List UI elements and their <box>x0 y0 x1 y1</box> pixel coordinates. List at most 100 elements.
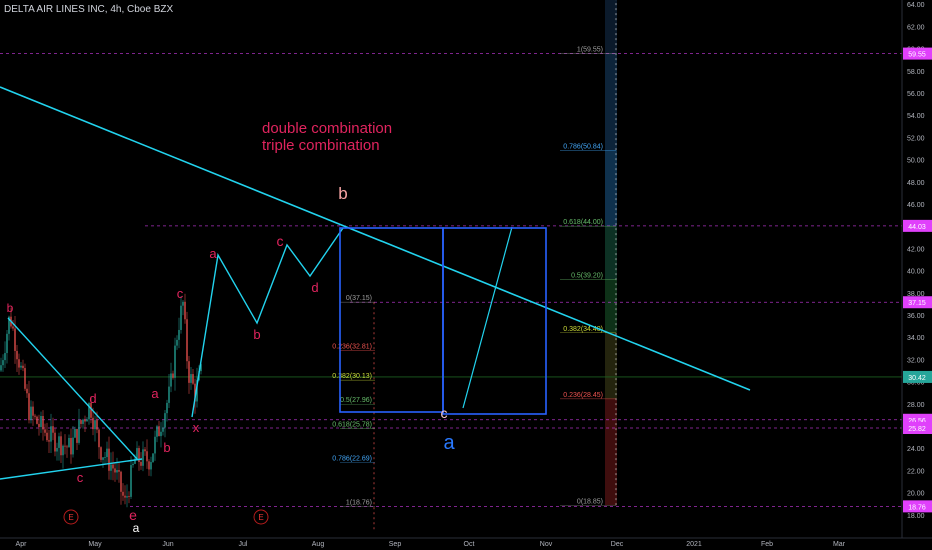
wave-label-9: b <box>253 327 260 342</box>
fib-zone-2 <box>605 150 617 227</box>
event-marker-label: E <box>68 513 73 522</box>
candle-body <box>14 328 16 351</box>
y-tick-label-7: 32.00 <box>907 357 925 364</box>
candle-body <box>90 402 92 418</box>
fib-zone-6 <box>605 398 617 506</box>
wave-label-0: b <box>7 301 14 315</box>
y-tick-label-23: 64.00 <box>907 2 925 9</box>
candle-body <box>28 393 30 421</box>
price-tag-bg-1 <box>903 219 932 232</box>
candle-body <box>102 457 104 460</box>
projection-box-2 <box>442 227 547 415</box>
candle-body <box>16 350 18 360</box>
candle-body <box>180 305 182 330</box>
candle-body <box>110 464 112 471</box>
event-marker-label: E <box>258 513 263 522</box>
wave-label-6: c <box>177 286 184 301</box>
wave-label-13: c <box>441 405 448 421</box>
y-tick-label-9: 36.00 <box>907 313 925 320</box>
candle-body <box>164 413 166 428</box>
fib-zone-4 <box>605 279 617 333</box>
candle-body <box>86 419 88 422</box>
x-tick-label-1: May <box>88 541 102 548</box>
candle-body <box>8 316 10 334</box>
y-tick-label-11: 40.00 <box>907 269 925 276</box>
candle-body <box>124 495 126 498</box>
candle-body <box>156 426 158 437</box>
triangle-upper-line <box>7 317 139 461</box>
candle-body <box>96 420 98 430</box>
fib-mid-label-0: 0(37.15) <box>346 295 372 302</box>
candle-body <box>92 417 94 430</box>
candle-body <box>112 464 114 469</box>
candle-body <box>168 386 170 403</box>
candle-body <box>130 465 132 497</box>
candle-body <box>170 373 172 387</box>
wave-label-1: d <box>89 391 96 406</box>
descending-trendline <box>0 86 751 391</box>
wave-label-14: a <box>443 432 455 454</box>
price-tag-bg-5 <box>903 421 932 434</box>
candle-body <box>72 437 74 455</box>
candle-body <box>48 440 50 442</box>
fib-zone-0 <box>605 0 617 54</box>
candle-body <box>94 420 96 430</box>
candle-body <box>32 406 34 416</box>
candle-body <box>152 453 154 463</box>
candle-body <box>60 436 62 456</box>
candle-body <box>134 458 136 464</box>
candle-body <box>12 326 14 329</box>
candle-body <box>196 380 198 402</box>
candle-body <box>106 448 108 458</box>
candle-body <box>178 329 180 340</box>
x-tick-label-2: Jun <box>162 541 173 548</box>
candle-body <box>42 415 44 430</box>
y-tick-label-17: 52.00 <box>907 135 925 142</box>
candle-body <box>166 402 168 414</box>
candle-body <box>22 365 24 369</box>
candle-body <box>66 446 68 448</box>
fib-right-label-5: 0.236(28.45) <box>563 392 603 399</box>
wave-label-12: b <box>338 184 347 203</box>
candle-body <box>122 491 124 496</box>
y-tick-label-8: 34.00 <box>907 335 925 342</box>
candle-body <box>58 436 60 448</box>
candle-body <box>116 470 118 473</box>
candle-body <box>82 419 84 424</box>
x-tick-label-11: Mar <box>833 541 846 548</box>
candle-body <box>40 415 42 428</box>
candle-body <box>56 447 58 452</box>
candle-body <box>46 432 48 441</box>
fib-mid-label-1: 0.236(32.81) <box>332 343 372 350</box>
candle-body <box>64 445 66 447</box>
candle-body <box>174 345 176 378</box>
candle-body <box>182 301 184 306</box>
candle-body <box>68 437 70 448</box>
price-tag-bg-2 <box>903 296 932 309</box>
fib-mid-label-5: 0.786(22.69) <box>332 456 372 463</box>
candle-body <box>34 415 36 417</box>
candle-body <box>36 416 38 424</box>
y-tick-label-20: 58.00 <box>907 69 925 76</box>
candle-body <box>62 445 64 456</box>
wave-label-10: c <box>277 233 284 249</box>
candle-body <box>190 374 192 383</box>
candle-body <box>132 463 134 466</box>
fib-mid-label-3: 0.5(27.96) <box>340 397 372 404</box>
fib-right-label-0: 1(59.55) <box>577 47 603 54</box>
price-tag-1: 44.03 <box>908 224 926 231</box>
price-tag-2: 37.15 <box>908 300 926 307</box>
fib-zone-3 <box>605 226 617 280</box>
fib-right-label-3: 0.5(39.20) <box>571 272 603 279</box>
candle-body <box>20 365 22 368</box>
y-tick-label-19: 56.00 <box>907 91 925 98</box>
event-marker-icon <box>253 509 269 525</box>
candle-body <box>108 448 110 471</box>
annotation-double-combination: double combination <box>262 120 393 137</box>
x-tick-label-3: Jul <box>239 541 248 548</box>
price-axis-bg <box>902 0 932 550</box>
candle-body <box>44 429 46 433</box>
y-tick-label-18: 54.00 <box>907 113 925 120</box>
candle-body <box>192 374 194 384</box>
